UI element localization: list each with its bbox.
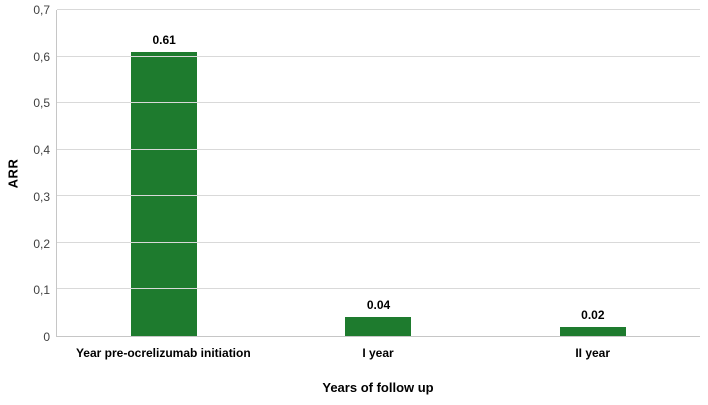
bar-group: 0.61 — [57, 10, 271, 336]
x-category-label: Year pre-ocrelizumab initiation — [75, 346, 251, 360]
gridline — [57, 241, 700, 243]
x-category-label: II year — [575, 346, 611, 360]
bar-value-label: 0.61 — [152, 32, 176, 47]
y-tick-label: 0,5 — [33, 96, 50, 111]
bar — [559, 326, 626, 336]
y-tick-label: 0,3 — [33, 189, 50, 204]
bar — [345, 317, 412, 336]
gridline — [57, 195, 700, 197]
y-tick-label: 0,7 — [33, 3, 50, 17]
gridline — [57, 9, 700, 10]
x-axis-category-labels: Year pre-ocrelizumab initiation I year II … — [56, 337, 700, 365]
bar — [131, 51, 198, 336]
x-category-label: I year — [362, 346, 394, 360]
bar-series: 0.61 0.04 0.02 — [57, 10, 700, 336]
x-axis-title: Years of follow up — [322, 380, 434, 395]
bar-value-label: 0.02 — [581, 307, 605, 322]
y-tick-label: 0,1 — [33, 283, 50, 298]
gridline — [57, 102, 700, 104]
y-axis-title: ARR — [5, 158, 21, 189]
gridline — [57, 55, 700, 57]
plot-area: 0.61 0.04 0.02 — [56, 9, 700, 337]
bar-group: 0.04 — [271, 10, 485, 336]
y-tick-label: 0,2 — [33, 236, 50, 251]
gridline — [57, 288, 700, 290]
gridline — [57, 148, 700, 150]
bar-group: 0.02 — [486, 10, 700, 336]
y-tick-label: 0,6 — [33, 49, 50, 64]
y-axis-title-wrap: ARR — [2, 10, 24, 337]
y-axis-tick-labels: 0 0,1 0,2 0,3 0,4 0,5 0,6 0,7 — [24, 3, 56, 344]
y-tick-label: 0 — [43, 330, 50, 344]
bar-value-label: 0.04 — [366, 298, 391, 313]
y-tick-label: 0,4 — [33, 143, 50, 158]
